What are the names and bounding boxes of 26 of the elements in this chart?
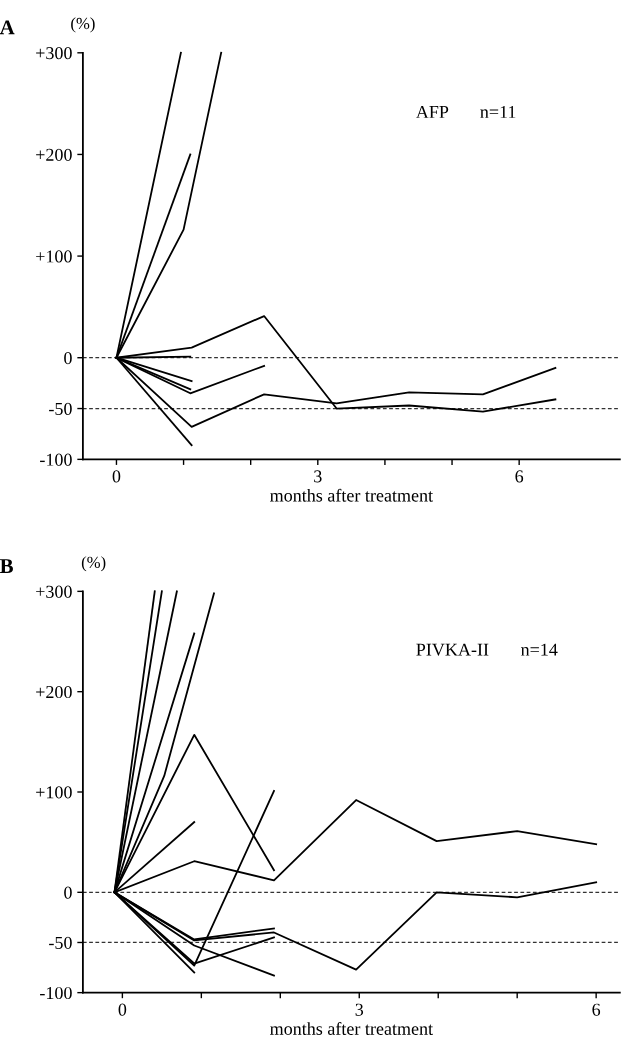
x-axis-title: months after treatment	[270, 1022, 433, 1035]
y-tick-label: +100	[36, 250, 72, 263]
y-tick-label: -50	[49, 402, 72, 415]
x-tick-label: 0	[118, 1003, 127, 1016]
annotation: PIVKA-II n=14	[416, 643, 558, 656]
y-axis-title: (%)	[81, 556, 106, 572]
x-tick-label: 6	[592, 1003, 601, 1016]
y-tick-label: +200	[36, 685, 72, 699]
y-tick-label: 0	[64, 351, 72, 365]
x-tick-label: 6	[515, 470, 524, 483]
chart-title: B	[0, 559, 13, 573]
chart-title: A	[0, 20, 15, 35]
y-tick-label: +200	[36, 148, 72, 161]
y-tick-label: 0	[64, 886, 72, 899]
y-tick-label: -100	[40, 453, 72, 466]
y-tick-label: +100	[36, 786, 72, 799]
y-axis-title: (%)	[71, 17, 95, 33]
y-tick-label: +300	[36, 47, 72, 60]
x-tick-label: 3	[355, 1003, 364, 1016]
y-tick-label: -100	[40, 986, 72, 1000]
x-tick-label: 3	[314, 470, 322, 483]
y-tick-label: -50	[49, 936, 72, 949]
x-axis-title: months after treatment	[270, 488, 433, 502]
x-tick-label: 0	[112, 470, 121, 483]
annotation: AFP n=11	[415, 105, 516, 118]
y-tick-label: +300	[36, 585, 72, 598]
